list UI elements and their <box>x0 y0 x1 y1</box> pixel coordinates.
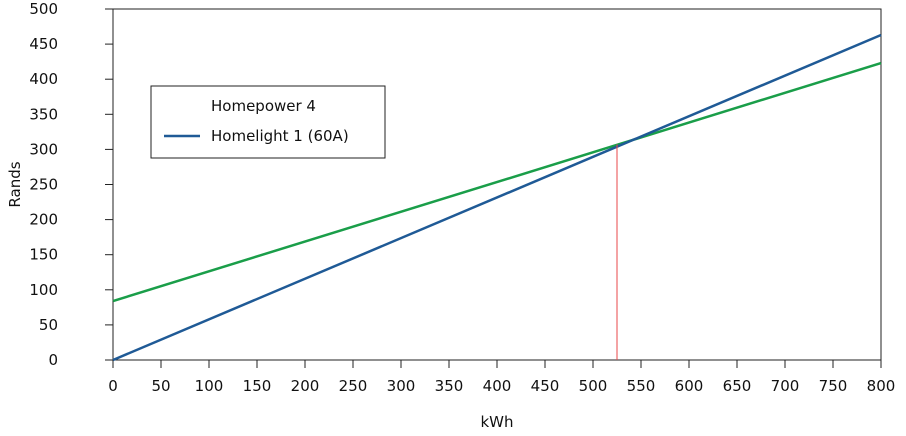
legend-label-1: Homepower 4 <box>211 97 316 115</box>
x-tick-label: 350 <box>435 377 464 395</box>
series-line-1 <box>112 61 882 303</box>
y-tick-label: 450 <box>29 35 58 53</box>
x-tick-label: 0 <box>108 377 118 395</box>
x-tick-label: 50 <box>151 377 170 395</box>
x-tick-label: 500 <box>579 377 608 395</box>
plot-frame <box>112 8 882 361</box>
legend: Homepower 4 Homelight 1 (60A) <box>150 85 386 159</box>
y-tick-label: 150 <box>29 246 58 264</box>
x-tick-label: 150 <box>243 377 272 395</box>
x-tick-label: 600 <box>675 377 704 395</box>
x-tick-label: 300 <box>387 377 416 395</box>
y-tick-label: 200 <box>29 211 58 229</box>
y-tick-label: 50 <box>39 316 58 334</box>
y-tick-label: 250 <box>29 176 58 194</box>
y-tick-label: 100 <box>29 281 58 299</box>
x-tick-label: 750 <box>819 377 848 395</box>
y-tick-label: 500 <box>29 0 58 18</box>
x-tick-label: 250 <box>339 377 368 395</box>
y-axis-title: Rands <box>6 161 24 207</box>
x-tick-label: 550 <box>627 377 656 395</box>
series-layer <box>112 33 882 362</box>
legend-box <box>150 85 386 159</box>
x-tick-label: 400 <box>483 377 512 395</box>
y-tick-label: 300 <box>29 140 58 158</box>
x-tick-label: 100 <box>195 377 224 395</box>
series-line-2 <box>112 33 882 362</box>
x-tick-label: 200 <box>291 377 320 395</box>
x-tick-label: 700 <box>771 377 800 395</box>
y-tick-label: 0 <box>48 351 58 369</box>
x-tick-label: 800 <box>867 377 896 395</box>
axes: 0 50 100 150 200 250 300 350 400 450 500 550 600 650 7… <box>6 0 895 431</box>
x-tick-label: 650 <box>723 377 752 395</box>
legend-label-2: Homelight 1 (60A) <box>211 127 349 145</box>
x-tick-label: 450 <box>531 377 560 395</box>
y-tick-label: 350 <box>29 105 58 123</box>
x-axis-title: kWh <box>480 413 513 431</box>
y-tick-label: 400 <box>29 70 58 88</box>
